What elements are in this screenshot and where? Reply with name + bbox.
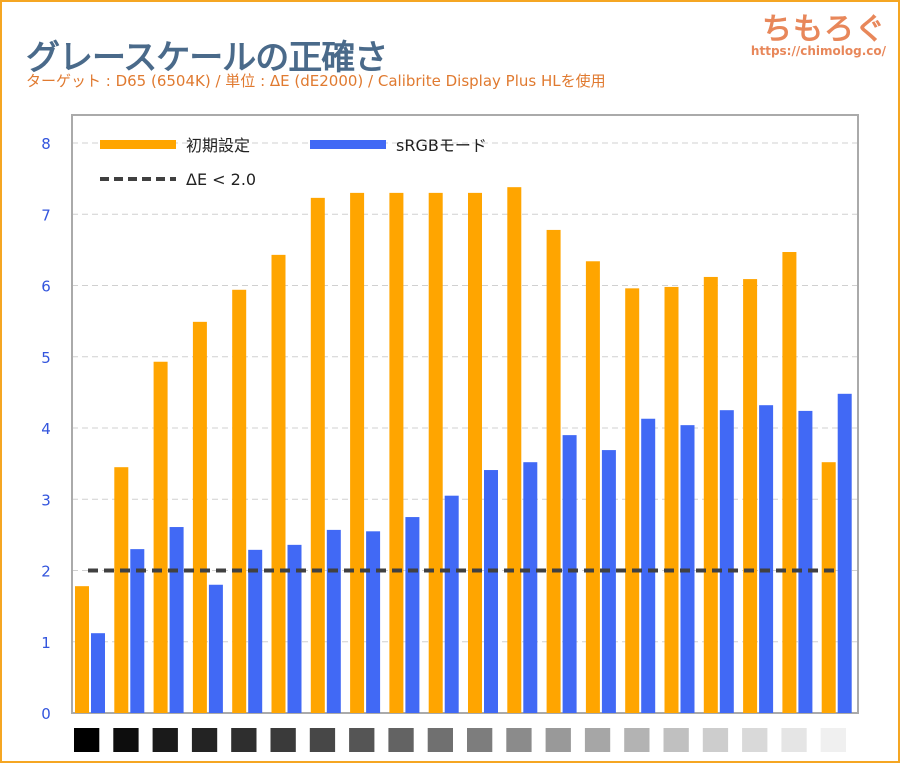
y-tick-label: 3 — [41, 491, 51, 509]
y-tick-label: 8 — [41, 135, 51, 153]
bar-default — [664, 286, 679, 713]
legend-swatch-default — [100, 140, 176, 149]
legend-swatch-srgb — [310, 140, 386, 149]
bar-default — [585, 261, 600, 713]
gray-swatch — [781, 728, 807, 752]
y-tick-label: 2 — [41, 563, 51, 581]
bar-default — [428, 192, 443, 713]
legend-label-srgb: sRGBモード — [396, 136, 487, 155]
bar-default — [625, 288, 640, 713]
bar-srgb — [759, 405, 774, 713]
bar-default — [468, 192, 482, 713]
gray-swatch — [388, 728, 414, 752]
y-tick-label: 6 — [41, 278, 51, 296]
bar-srgb — [837, 393, 852, 713]
bar-srgb — [562, 435, 577, 713]
bar-srgb — [366, 531, 381, 713]
gray-swatch — [113, 728, 139, 752]
bar-srgb — [248, 549, 263, 713]
gray-swatch — [231, 728, 257, 752]
y-tick-label: 0 — [41, 705, 51, 723]
logo: ちもろぐ https://chimolog.co/ — [751, 4, 886, 58]
gray-swatch — [309, 728, 336, 752]
y-tick-label: 7 — [41, 206, 51, 224]
bar-default — [153, 361, 168, 713]
logo-url: https://chimolog.co/ — [750, 44, 886, 58]
bar-default — [703, 276, 718, 713]
plot-frame — [71, 114, 859, 714]
bar-default — [232, 289, 247, 713]
bar-srgb — [287, 544, 302, 713]
gray-swatch — [742, 728, 768, 752]
bar-srgb — [601, 450, 616, 713]
bar-srgb — [523, 462, 538, 713]
bar-default — [389, 192, 404, 713]
gray-swatch — [820, 728, 846, 752]
gray-swatch — [74, 728, 100, 752]
bar-default — [546, 229, 561, 714]
legend-label-default: 初期設定 — [186, 136, 250, 155]
bar-srgb — [326, 529, 341, 713]
bar-default — [192, 321, 207, 713]
bar-srgb — [91, 633, 105, 713]
gray-swatch — [663, 728, 689, 752]
gray-swatch — [467, 728, 493, 752]
bar-srgb — [169, 527, 184, 713]
gray-swatch — [191, 728, 218, 752]
chart-subtitle: ターゲット : D65 (6504K) / 単位 : ΔE (dE2000) /… — [26, 72, 606, 90]
bar-srgb — [444, 495, 459, 713]
bar-srgb — [130, 549, 145, 713]
bar-default — [114, 467, 129, 713]
legend-label-reference: ΔE < 2.0 — [186, 170, 256, 189]
bar-default — [507, 187, 522, 714]
y-tick-label: 4 — [41, 420, 51, 438]
bar-default — [782, 252, 797, 713]
gray-swatch — [506, 728, 532, 752]
bar-default — [75, 586, 89, 713]
bar-default — [743, 279, 758, 713]
gray-swatch — [624, 728, 650, 752]
gray-swatch — [545, 728, 571, 752]
logo-text: ちもろぐ — [762, 12, 886, 47]
gray-swatch — [427, 728, 453, 752]
bar-srgb — [719, 410, 734, 713]
bar-srgb — [405, 517, 420, 713]
gray-swatch — [584, 728, 611, 752]
bar-default — [271, 254, 286, 714]
bar-default — [350, 192, 365, 713]
y-tick-label: 5 — [41, 349, 51, 367]
bar-default — [310, 197, 325, 714]
gray-swatch — [270, 728, 296, 752]
bar-srgb — [641, 418, 656, 713]
bar-srgb — [798, 410, 813, 713]
bar-default — [821, 462, 836, 713]
y-tick-label: 1 — [41, 634, 51, 652]
bar-srgb — [484, 470, 498, 713]
chart-title: グレースケールの正確さ — [26, 38, 388, 78]
gray-swatch — [349, 728, 375, 752]
gray-swatch — [702, 728, 729, 752]
bar-srgb — [208, 584, 223, 713]
gray-swatch — [152, 728, 178, 752]
